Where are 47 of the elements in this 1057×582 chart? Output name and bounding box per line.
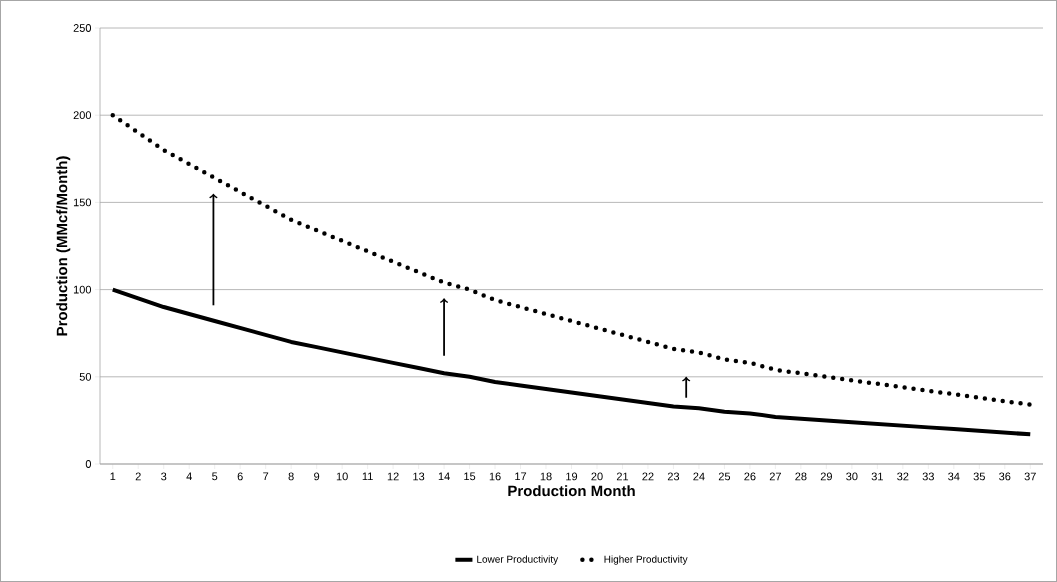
x-tick-label: 36 bbox=[999, 472, 1011, 481]
x-tick-label: 7 bbox=[263, 472, 269, 481]
y-tick-label: 250 bbox=[73, 24, 92, 32]
x-tick-label: 1 bbox=[110, 472, 116, 481]
x-tick-label: 27 bbox=[769, 472, 781, 481]
x-tick-label: 35 bbox=[973, 472, 985, 481]
x-tick-label: 19 bbox=[566, 472, 578, 481]
x-tick-label: 20 bbox=[591, 472, 603, 481]
x-tick-label: 15 bbox=[464, 472, 476, 481]
y-tick-label: 50 bbox=[79, 372, 92, 381]
y-tick-label: 150 bbox=[73, 198, 92, 207]
x-tick-label: 3 bbox=[161, 472, 167, 481]
x-tick-label: 25 bbox=[718, 472, 731, 481]
x-tick-label: 10 bbox=[336, 472, 348, 481]
x-tick-label: 4 bbox=[186, 472, 192, 481]
y-tick-label: 0 bbox=[85, 460, 92, 468]
x-tick-label: 22 bbox=[642, 472, 654, 481]
x-axis-title: Production Month bbox=[508, 485, 635, 497]
x-tick-label: 18 bbox=[540, 472, 552, 481]
x-tick-label: 12 bbox=[387, 472, 399, 481]
x-tick-label: 24 bbox=[693, 472, 705, 481]
x-tick-label: 23 bbox=[667, 472, 680, 481]
x-tick-label: 9 bbox=[314, 472, 320, 481]
x-tick-label: 16 bbox=[489, 472, 501, 481]
x-tick-label: 14 bbox=[438, 472, 450, 481]
x-tick-label: 37 bbox=[1024, 472, 1036, 481]
x-tick-label: 28 bbox=[795, 472, 807, 481]
x-tick-label: 8 bbox=[288, 472, 294, 481]
x-tick-label: 13 bbox=[413, 472, 425, 481]
legend-label: Lower Productivity bbox=[477, 555, 559, 565]
x-tick-label: 17 bbox=[515, 472, 527, 481]
x-tick-label: 11 bbox=[362, 472, 373, 481]
x-tick-label: 26 bbox=[744, 472, 756, 481]
x-tick-label: 30 bbox=[846, 472, 858, 481]
y-tick-label: 200 bbox=[73, 111, 92, 120]
x-tick-label: 6 bbox=[237, 472, 243, 481]
x-tick-label: 31 bbox=[871, 472, 883, 481]
x-tick-label: 32 bbox=[897, 472, 909, 481]
x-tick-label: 2 bbox=[135, 472, 141, 481]
x-tick-label: 34 bbox=[948, 472, 960, 481]
y-tick-label: 100 bbox=[73, 285, 92, 294]
x-tick-label: 29 bbox=[820, 472, 832, 481]
x-tick-label: 5 bbox=[212, 472, 218, 481]
y-axis-title: Production (MMcf/Month) bbox=[56, 156, 71, 336]
x-tick-label: 33 bbox=[922, 472, 934, 481]
x-tick-label: 21 bbox=[616, 472, 629, 481]
legend-label: Higher Productivity bbox=[604, 555, 688, 565]
